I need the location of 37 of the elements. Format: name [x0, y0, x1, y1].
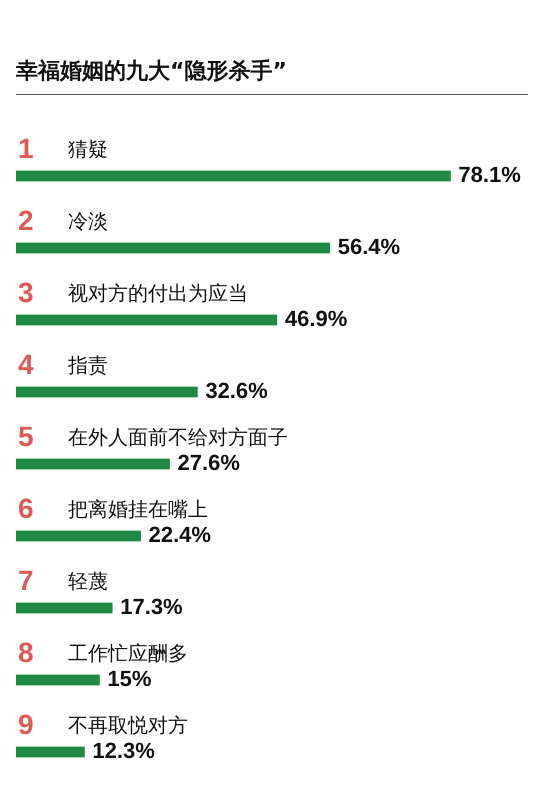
- data-label: 17.3%: [120, 594, 183, 620]
- y-tick-label: 在外人面前不给对方面子: [68, 425, 288, 449]
- bar: [16, 746, 85, 758]
- y-tick-label: 视对方的付出为应当: [68, 281, 248, 305]
- data-label: 15%: [107, 666, 152, 692]
- data-label: 12.3%: [92, 738, 155, 764]
- y-tick-label: 轻蔑: [68, 569, 108, 593]
- data-label: 27.6%: [178, 450, 240, 476]
- data-label: 46.9%: [284, 306, 348, 332]
- annotation: 6: [18, 493, 34, 524]
- annotation: 5: [18, 421, 34, 452]
- bar: [16, 458, 170, 470]
- chart-title: 幸福婚姻的九大“隐形杀手”: [16, 58, 287, 86]
- annotation: 8: [18, 637, 34, 668]
- annotation: 7: [18, 565, 34, 596]
- bar: [16, 242, 330, 254]
- y-tick-label: 猜疑: [68, 137, 108, 161]
- annotation: 1: [18, 133, 34, 164]
- annotation: 2: [18, 205, 34, 236]
- annotation: 9: [18, 709, 34, 740]
- data-label: 56.4%: [338, 234, 400, 260]
- y-tick-label: 指责: [67, 353, 108, 377]
- y-tick-label: 冷淡: [68, 209, 108, 233]
- data-label: 32.6%: [205, 378, 268, 404]
- data-label: 78.1%: [458, 162, 521, 188]
- data-label: 22.4%: [148, 522, 211, 548]
- bar: [16, 170, 451, 182]
- bar: [16, 530, 141, 542]
- annotation: 3: [18, 277, 34, 308]
- y-tick-label: 工作忙应酬多: [68, 641, 188, 665]
- bar: [16, 674, 100, 686]
- bar: [16, 602, 113, 614]
- y-tick-label: 不再取悦对方: [68, 713, 188, 737]
- y-tick-label: 把离婚挂在嘴上: [68, 497, 208, 521]
- bar: [16, 386, 198, 398]
- annotation: 4: [18, 349, 34, 380]
- bar: [16, 314, 278, 326]
